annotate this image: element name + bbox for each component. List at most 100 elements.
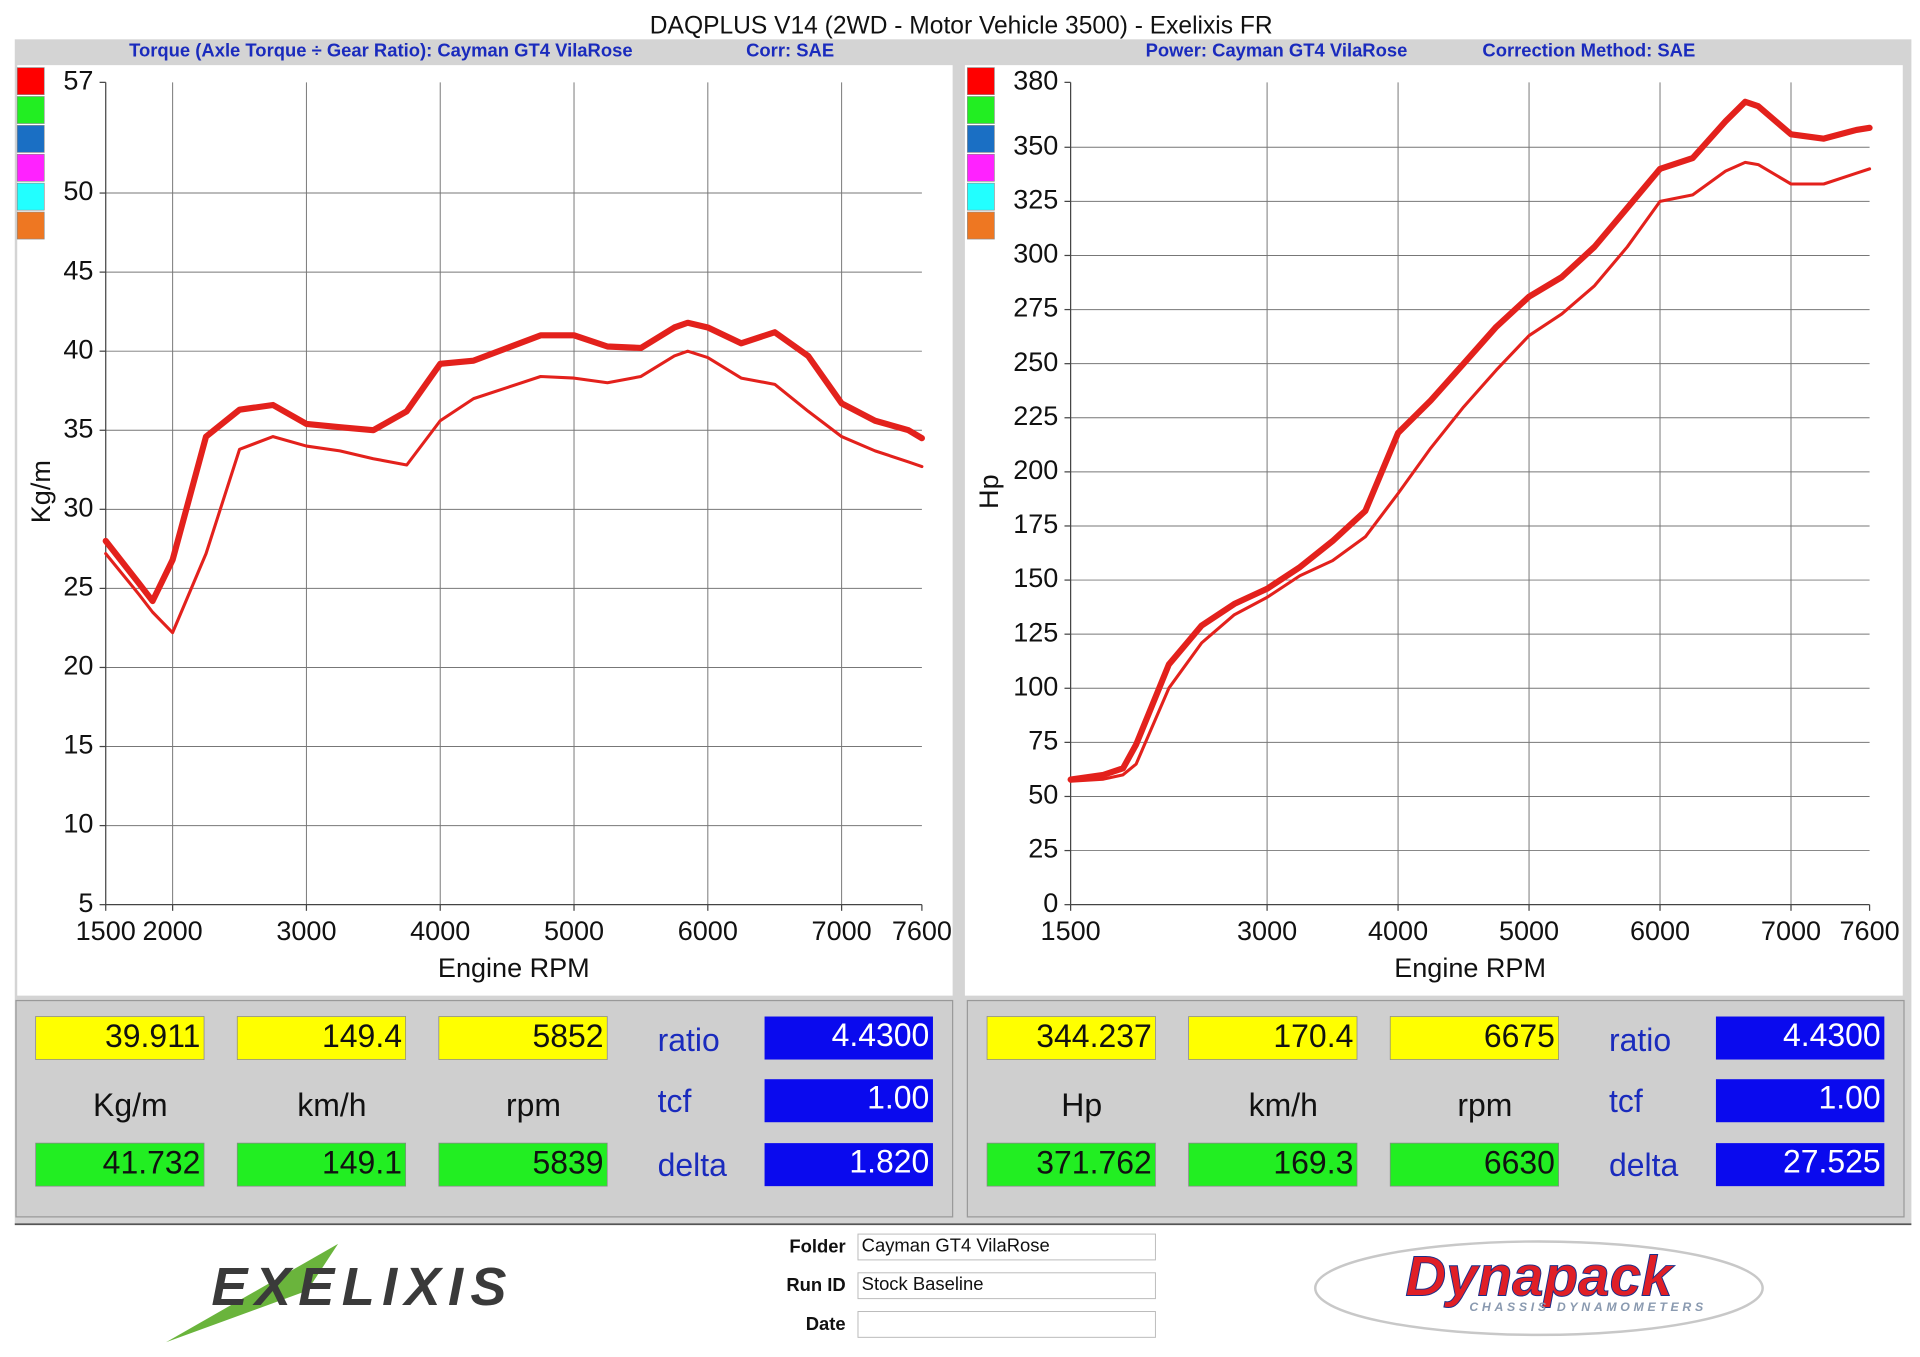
value-box: [986, 1016, 1156, 1060]
chart-subtitle: Corr: SAE: [746, 40, 834, 61]
value-box: [35, 1142, 205, 1187]
y-tick-label: 75: [1028, 726, 1058, 756]
y-tick-label: 25: [63, 572, 93, 602]
param-value: 1.00: [867, 1080, 929, 1116]
legend-swatch: [967, 125, 995, 153]
field-box: [857, 1233, 1156, 1261]
x-tick-label: 4000: [1368, 916, 1428, 946]
field-value: Stock Baseline: [862, 1273, 984, 1294]
x-tick-label: 5000: [1499, 916, 1559, 946]
value-box: [438, 1016, 608, 1060]
y-tick-label: 35: [63, 413, 93, 443]
x-axis-label: Engine RPM: [438, 953, 590, 983]
x-tick-label: 7000: [812, 916, 872, 946]
value: 170.4: [1273, 1018, 1353, 1054]
value-box: [1188, 1016, 1358, 1060]
chart-subtitle: Power: Cayman GT4 VilaRose: [1146, 40, 1408, 61]
left-logo: EXELIXIS: [211, 1257, 513, 1317]
legend-swatch: [967, 153, 995, 182]
unit-label: rpm: [506, 1087, 561, 1123]
value: 6630: [1484, 1145, 1555, 1181]
y-tick-label: 20: [63, 651, 93, 681]
y-tick-label: 225: [1013, 401, 1058, 431]
x-tick-label: 4000: [410, 916, 470, 946]
unit-label: Hp: [1061, 1087, 1102, 1123]
field-label: Folder: [789, 1235, 845, 1256]
legend-swatch: [967, 211, 995, 240]
legend-swatch: [16, 153, 45, 182]
legend-swatch: [16, 211, 45, 240]
param-value: 1.820: [849, 1143, 929, 1179]
unit-label: km/h: [1249, 1087, 1318, 1123]
series-line: [104, 349, 924, 635]
legend-swatch: [16, 67, 45, 95]
chart-subtitle: Torque (Axle Torque ÷ Gear Ratio): Cayma…: [129, 40, 633, 61]
x-axis-label: Engine RPM: [1394, 953, 1546, 983]
param-value: 4.4300: [832, 1017, 930, 1053]
value: 344.237: [1036, 1018, 1151, 1054]
y-axis-label: Hp: [974, 474, 1004, 509]
page-title: DAQPLUS V14 (2WD - Motor Vehicle 3500) -…: [650, 13, 1273, 40]
unit-label: km/h: [297, 1087, 366, 1123]
param-box: [1715, 1016, 1885, 1060]
x-tick-label: 1500: [1041, 916, 1101, 946]
param-label: delta: [658, 1147, 727, 1183]
param-box: [764, 1079, 933, 1123]
y-tick-label: 45: [63, 255, 93, 285]
y-tick-label: 325: [1013, 185, 1058, 215]
y-tick-label: 350: [1013, 130, 1058, 160]
value: 149.4: [322, 1018, 402, 1054]
param-label: ratio: [658, 1022, 720, 1058]
value-box: [1389, 1016, 1559, 1060]
x-tick-label: 7600: [892, 916, 952, 946]
legend-swatch: [967, 96, 995, 124]
y-tick-label: 275: [1013, 293, 1058, 323]
value: 39.911: [105, 1018, 200, 1054]
y-tick-label: 380: [1013, 65, 1058, 95]
y-tick-label: 10: [63, 809, 93, 839]
param-label: delta: [1609, 1147, 1678, 1183]
value-box: [986, 1142, 1156, 1187]
y-tick-label: 30: [63, 492, 93, 522]
value-box: [438, 1142, 608, 1187]
y-tick-label: 100: [1013, 671, 1058, 701]
y-tick-label: 0: [1043, 888, 1058, 918]
chart-subtitle: Correction Method: SAE: [1482, 40, 1695, 61]
y-tick-label: 150: [1013, 563, 1058, 593]
legend-swatch: [967, 67, 995, 95]
param-label: tcf: [1609, 1083, 1643, 1119]
left-plot-panel: [17, 65, 953, 996]
x-tick-label: 7000: [1761, 916, 1821, 946]
x-tick-label: 3000: [276, 916, 336, 946]
y-tick-label: 50: [1028, 780, 1058, 810]
y-tick-label: 125: [1013, 617, 1058, 647]
value: 149.1: [322, 1145, 402, 1181]
legend-swatch: [16, 182, 45, 211]
param-box: [764, 1016, 933, 1060]
y-tick-label: 57: [63, 65, 93, 95]
value-box: [35, 1016, 205, 1060]
y-tick-label: 175: [1013, 509, 1058, 539]
legend-swatch: [16, 96, 45, 124]
field-box: [857, 1272, 1156, 1300]
value-box: [1188, 1142, 1358, 1187]
y-tick-label: 5: [78, 888, 93, 918]
series-line: [102, 319, 925, 605]
x-tick-label: 6000: [1630, 916, 1690, 946]
y-tick-label: 25: [1028, 834, 1058, 864]
field-label: Run ID: [786, 1274, 845, 1295]
unit-label: rpm: [1457, 1087, 1512, 1123]
value: 41.732: [103, 1145, 201, 1181]
y-axis-label: Kg/m: [26, 460, 56, 523]
x-tick-label: 5000: [544, 916, 604, 946]
param-box: [1715, 1079, 1885, 1123]
legend-swatch: [16, 125, 45, 153]
right-logo-tagline: CHASSIS DYNAMOMETERS: [1469, 1300, 1707, 1314]
x-tick-label: 1500: [76, 916, 136, 946]
param-value: 27.525: [1783, 1143, 1881, 1179]
field-value: Cayman GT4 VilaRose: [862, 1234, 1050, 1255]
param-box: [764, 1143, 933, 1187]
param-box: [1715, 1143, 1885, 1187]
